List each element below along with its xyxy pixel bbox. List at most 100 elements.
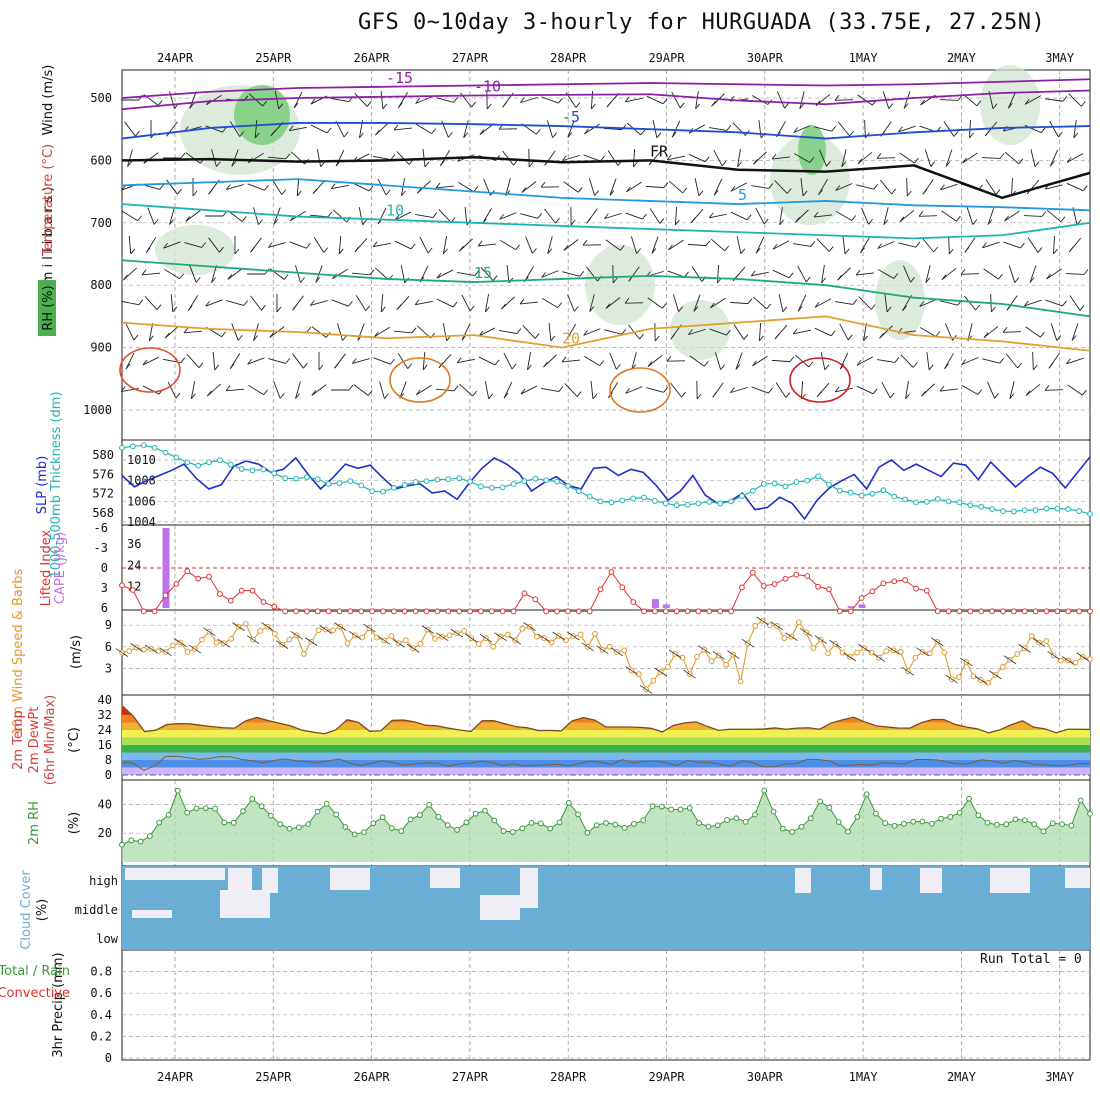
wind-barb-flag [1041,211,1047,217]
wind-barb-flag [1083,269,1089,275]
wind-barb-flag [583,330,589,336]
wind-barb-flag [1025,390,1031,396]
cape-axis-label: CAPE (J/kg) [53,532,68,604]
thickness-line-point [847,489,854,496]
rh-line-point [863,791,870,798]
thickness-line-point [238,466,245,472]
wind-barb [542,297,558,309]
temp-band [122,705,1090,715]
wind-barb [581,642,595,652]
wind-barb [544,208,556,224]
thickness-line-point [934,496,941,502]
wind-barb-flag [367,390,373,396]
lifted-index-line-point [129,587,136,593]
wind-barb [1065,273,1085,275]
wind-barb-flag [962,157,967,164]
wind-barb [207,383,221,397]
wind-barb [758,120,762,138]
wind-barb-flag [766,303,772,310]
wind-barb [205,299,223,307]
rh-line-point [202,805,209,812]
wind-speed-line-point [854,649,860,656]
wind-barb-flag [195,277,201,283]
wind-barb [167,381,177,399]
wind-barb [478,356,496,366]
pressure-tick-label: 900 [90,341,112,355]
wind-barb-flag [515,244,521,250]
rh-line-point [482,807,488,814]
wind-barb-flag [334,362,339,369]
thickness-line-point [510,481,517,487]
wind-barb [274,91,280,109]
wind-barb [693,294,701,312]
lifted-index-line-point [804,573,811,579]
wind-barb-flag [624,297,630,304]
date-label-bottom: 28APR [550,1070,587,1084]
thickness-line-point [162,449,169,456]
wind-speed-line-point [417,641,424,647]
rh-line-point [1077,797,1084,804]
wind-barb-flag [721,160,727,167]
millibars-label: ( m i l l i b a r s ) [41,187,56,294]
wind-barb-flag [759,335,764,342]
wind-barb [647,355,663,367]
wind-barb [631,352,637,370]
wind-speed-line-point [708,658,715,665]
wind-barb [716,264,720,284]
rh-unit-label: (%) [67,812,82,835]
wind-barb [943,121,955,137]
wind-barb-flag [826,161,831,167]
wind-barb-flag [416,389,421,396]
wind-barb-flag [175,392,181,399]
wind-barb [843,652,857,662]
rh-line-point [537,820,544,827]
wind-barb-flag [899,216,905,222]
wind-speed-line-point [621,647,628,654]
thickness-line-point [858,492,865,499]
rh-line-point [677,806,684,813]
wind-barb [305,637,318,647]
wind-speed-line-point [795,619,802,626]
wind-barb-flag [724,245,730,252]
wind-barb-flag [879,332,884,339]
thickness-line-point [412,479,419,485]
wind-barb [877,269,895,279]
wind-barb-flag [221,331,226,338]
wind-barb [1076,652,1089,662]
rh-line-point [919,818,926,825]
wind-barb [125,323,135,341]
wind-barb [363,623,376,633]
rh-tick-label: 40 [98,797,112,811]
thickness-line-point [662,500,669,507]
wind-barb [170,293,174,313]
wind-barb-flag [190,393,196,400]
rh-line-point [640,817,647,824]
wind-barb [508,635,522,645]
wind-barb [229,121,241,137]
wind-barb [961,357,979,365]
wind-barb [142,356,160,366]
cape-tick-label: 24 [127,558,141,572]
wind-barb-flag [743,334,749,340]
wind-barb [649,208,661,224]
wind-barb-flag [1068,246,1074,253]
wind-barb-flag [258,219,263,225]
wind-barb-flag [670,334,676,340]
wind-barb [338,235,342,255]
thickness-line-point [923,498,930,505]
rh-line-point [1012,816,1019,823]
wind-barb [231,149,239,167]
wind-barb [217,638,231,648]
wind-barb-flag [912,362,918,368]
rh-line-point [1087,810,1093,817]
wind-barb-flag [976,100,982,107]
wind-barb-flag [982,242,987,249]
wind-barb-flag [860,247,865,254]
thickness-line-point [826,481,832,488]
wind-barb-flag [763,218,769,225]
wind-barb-flag [834,386,840,393]
thickness-line-point [1087,511,1093,517]
rh-line-point [956,809,963,816]
wind-barb [945,674,958,684]
warm-isotherm [389,357,451,403]
